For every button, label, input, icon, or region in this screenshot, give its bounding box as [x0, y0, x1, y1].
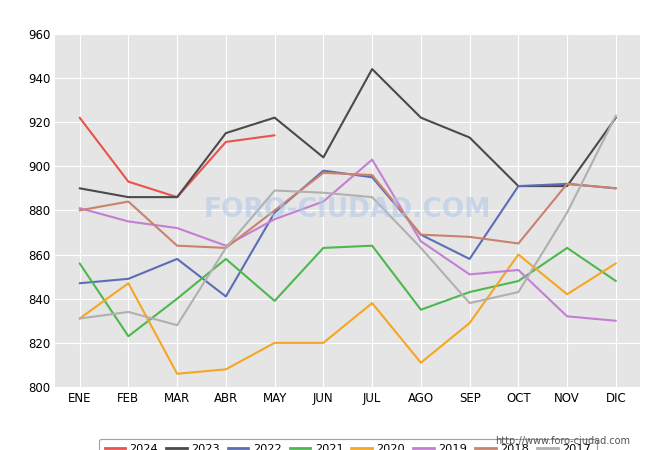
Legend: 2024, 2023, 2022, 2021, 2020, 2019, 2018, 2017: 2024, 2023, 2022, 2021, 2020, 2019, 2018… [99, 439, 597, 450]
Text: FORO-CIUDAD.COM: FORO-CIUDAD.COM [204, 198, 491, 223]
Text: Afiliados en Herrera del Duque a 31/5/2024: Afiliados en Herrera del Duque a 31/5/20… [136, 8, 514, 26]
Text: http://www.foro-ciudad.com: http://www.foro-ciudad.com [495, 436, 630, 446]
